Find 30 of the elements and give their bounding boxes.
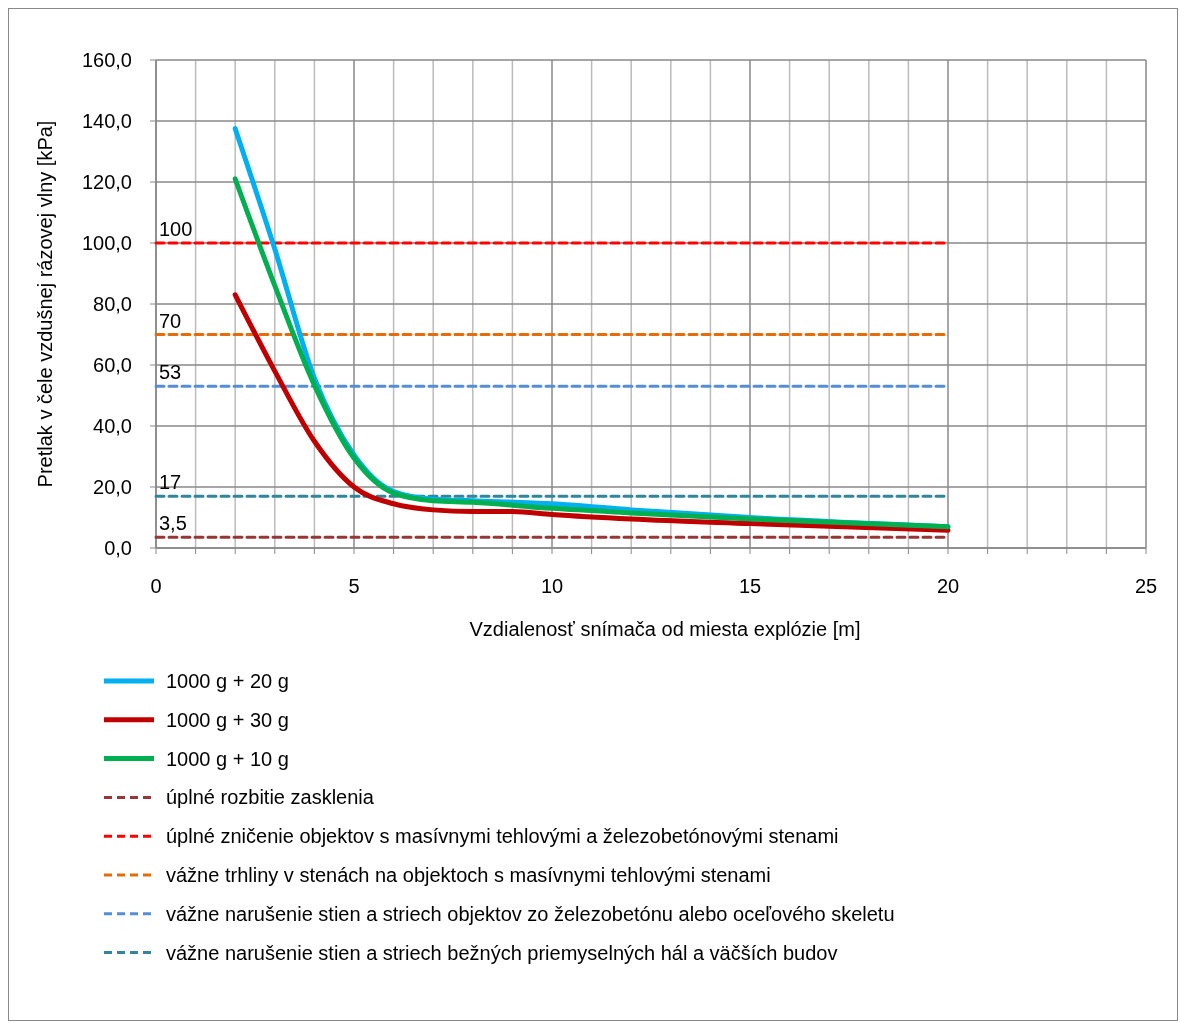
legend-label: vážne narušenie stien a striech bežných priemyselných hál a väčších budov — [166, 941, 838, 964]
y-tick-label: 80,0 — [93, 293, 132, 315]
y-tick-label: 160,0 — [81, 49, 132, 71]
x-tick-label: 25 — [1134, 575, 1158, 597]
legend-label: 1000 g + 10 g — [166, 747, 289, 770]
annotation: 70 — [159, 309, 182, 332]
annotation: 53 — [159, 361, 182, 384]
x-axis-title: Vzdialenosť snímača od miesta explózie [m] — [469, 618, 861, 640]
legend-label: vážne narušenie stien a striech objektov zo železobetónu alebo oceľového skeletu — [166, 902, 895, 925]
legend-label: 1000 g + 30 g — [166, 708, 289, 731]
annotation: 17 — [159, 471, 182, 494]
x-tick-label: 10 — [540, 575, 564, 597]
y-tick-label: 120,0 — [81, 171, 132, 193]
legend-label: úplné zničenie objektov s masívnymi tehlovými a železobetónovými stenami — [166, 825, 839, 848]
y-tick-label: 140,0 — [81, 110, 132, 132]
x-tick-label: 0 — [150, 575, 162, 597]
legend-label: 1000 g + 20 g — [166, 670, 289, 692]
y-tick-label: 100,0 — [81, 232, 132, 254]
y-tick-label: 0,0 — [104, 537, 132, 559]
annotation: 3,5 — [159, 512, 187, 535]
annotation: 100 — [159, 218, 193, 240]
y-tick-label: 60,0 — [93, 354, 132, 376]
x-tick-label: 5 — [348, 575, 360, 597]
y-tick-label: 20,0 — [93, 476, 132, 498]
legend-label: vážne trhliny v stenách na objektoch s masívnymi tehlovými stenami — [166, 864, 771, 886]
legend-label: úplné rozbitie zasklenia — [166, 786, 375, 809]
y-tick-label: 40,0 — [93, 415, 132, 437]
x-tick-label: 20 — [936, 575, 960, 597]
x-tick-label: 15 — [738, 575, 762, 597]
y-axis-title: Pretlak v čele vzdušnej rázovej vlny [kPa] — [34, 120, 56, 488]
